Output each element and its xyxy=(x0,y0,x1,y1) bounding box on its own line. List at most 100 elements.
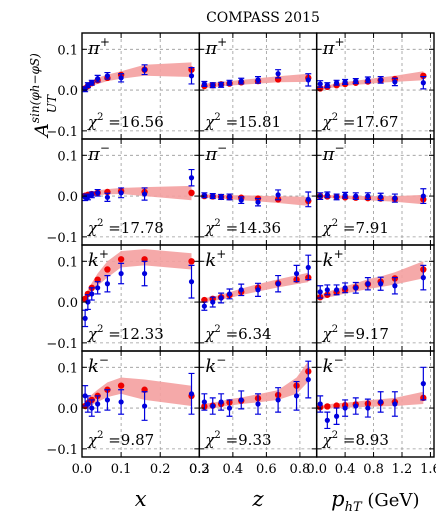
data-point xyxy=(201,399,207,405)
particle-label-sup: + xyxy=(335,35,345,49)
data-point xyxy=(218,194,224,200)
x-tick-label: 0.2 xyxy=(150,462,171,477)
model-band xyxy=(85,377,192,411)
data-point xyxy=(378,194,384,200)
model-point xyxy=(333,402,340,409)
data-point xyxy=(392,79,398,85)
data-point xyxy=(188,391,195,397)
x-tick-label: 0.8 xyxy=(290,462,311,477)
chi2-value: =14.36 xyxy=(221,219,281,237)
chi2-value: =9.33 xyxy=(221,431,272,449)
chi2-symbol: χ xyxy=(87,219,98,237)
chi2-exponent: 2 xyxy=(332,112,338,123)
chi2-value: =9.17 xyxy=(338,325,389,343)
chi2-value: =17.78 xyxy=(103,219,163,237)
chi2-exponent: 2 xyxy=(332,430,338,441)
data-point xyxy=(118,75,124,81)
chi2-symbol: χ xyxy=(87,113,98,131)
y-axis-label: Asin(φh−φS) UT xyxy=(28,53,59,139)
model-point xyxy=(117,382,125,389)
data-point xyxy=(317,289,323,295)
particle-label: k+ xyxy=(88,247,109,271)
chi2-symbol: χ xyxy=(204,325,215,343)
chi2-label: χ2 =17.67 xyxy=(322,112,399,131)
panel-plot-area xyxy=(199,139,317,245)
chi2-exponent: 2 xyxy=(214,218,220,229)
data-point xyxy=(378,399,384,405)
data-point xyxy=(218,399,224,405)
panel-4-1: −0.10.00.1 k−χ2 =9.870.0 0.1 0.2 0.3 xyxy=(46,350,210,477)
data-point xyxy=(118,399,124,405)
y-tick-label: 0.0 xyxy=(57,190,78,205)
chi2-symbol: χ xyxy=(204,113,215,131)
particle-label-base: π xyxy=(204,38,218,59)
particle-label-sup: − xyxy=(216,353,226,367)
x-axis-label-base: p xyxy=(331,487,344,511)
particle-label: π+ xyxy=(87,35,110,59)
data-point xyxy=(293,270,300,277)
data-point xyxy=(275,192,281,198)
panel-plot-area xyxy=(82,351,200,457)
data-point xyxy=(324,82,330,88)
panel-plot-area xyxy=(82,245,200,351)
x-tick-label: 1.6 xyxy=(420,462,436,477)
data-point xyxy=(420,381,426,387)
data-point xyxy=(420,193,426,199)
data-point xyxy=(85,82,91,88)
x-tick-label: 0.2 xyxy=(189,462,210,477)
model-point xyxy=(104,266,111,273)
data-point xyxy=(275,397,281,403)
data-point xyxy=(305,196,311,202)
data-point xyxy=(378,281,384,287)
data-point xyxy=(226,405,233,411)
chi2-symbol: χ xyxy=(322,325,333,343)
data-point xyxy=(238,397,244,403)
particle-label: k− xyxy=(88,353,109,377)
data-point xyxy=(95,76,101,82)
chi2-exponent: 2 xyxy=(97,324,103,335)
data-point xyxy=(82,315,88,321)
x-tick-label: 0.0 xyxy=(72,462,93,477)
x-tick-label: 0.4 xyxy=(335,462,356,477)
data-point xyxy=(118,270,124,277)
particle-label-sup: + xyxy=(99,247,109,261)
particle-label-base: π xyxy=(87,144,101,165)
panel-plot-area xyxy=(316,351,434,457)
particle-label-base: k xyxy=(323,250,334,271)
panel-plot-area xyxy=(82,139,200,245)
data-point xyxy=(104,73,111,79)
panel-plot-area xyxy=(316,33,434,139)
data-point xyxy=(188,73,195,79)
data-point xyxy=(89,192,95,198)
chi2-label: χ2 =9.87 xyxy=(87,430,154,449)
y-tick-label: 0.1 xyxy=(57,149,78,164)
chi2-value: =17.67 xyxy=(338,113,398,131)
particle-label-sup: + xyxy=(334,247,344,261)
data-point xyxy=(89,291,95,297)
chi2-value: =6.34 xyxy=(221,325,272,343)
x-axis-label-base: x xyxy=(135,487,147,511)
particle-label-base: π xyxy=(204,144,218,165)
particle-label-base: k xyxy=(88,250,99,271)
data-point xyxy=(420,80,426,86)
chi2-label: χ2 =16.56 xyxy=(87,112,164,131)
panel-2-2: π− χ2 =14.36 xyxy=(198,138,318,246)
data-point xyxy=(317,81,323,87)
figure-title: COMPASS 2015 xyxy=(206,10,320,26)
data-point xyxy=(218,82,224,88)
data-point xyxy=(324,287,330,293)
particle-label-base: k xyxy=(323,356,334,377)
chi2-exponent: 2 xyxy=(97,112,103,123)
particle-label-sup: − xyxy=(100,141,110,155)
data-point xyxy=(210,403,216,409)
x-axis-label-z: z xyxy=(251,487,264,511)
data-point xyxy=(324,192,330,198)
panel-3-1: −0.1 0.0 0.1 k+ χ2 =12.33 xyxy=(46,244,201,352)
x-tick-label: 0.6 xyxy=(256,462,277,477)
panel-1-3: π+ χ2 =17.67 xyxy=(315,32,435,140)
particle-label: π− xyxy=(322,141,345,165)
model-point xyxy=(117,256,125,263)
y-tick-label: 0.1 xyxy=(57,361,78,376)
data-point xyxy=(342,285,348,291)
